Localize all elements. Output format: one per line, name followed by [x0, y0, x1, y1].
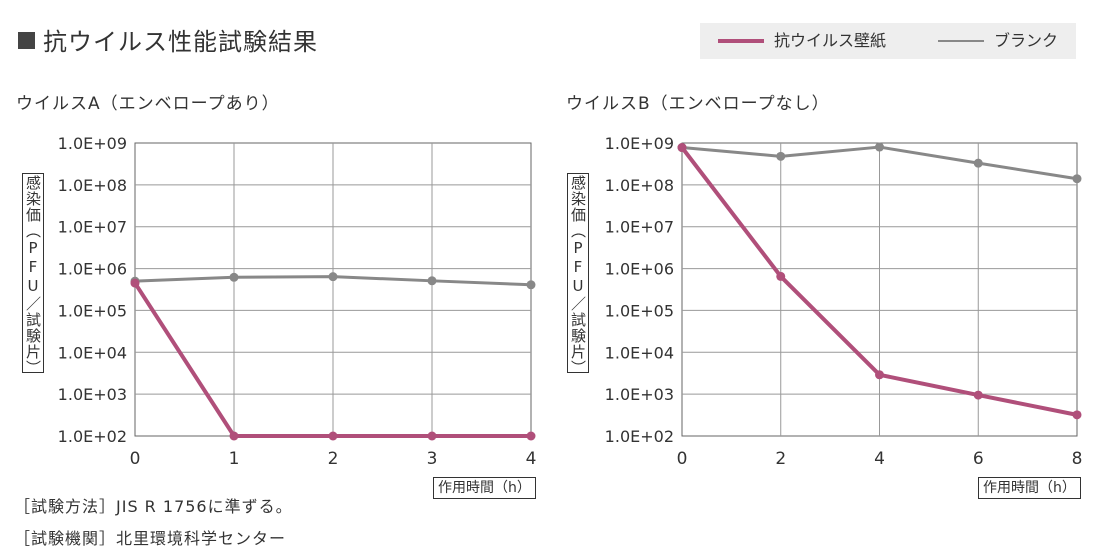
- chart-b-plot: 1.0E+09 1.0E+08 1.0E+07 1.0E+06 1.0E+05 1.0E+…: [605, 134, 1083, 469]
- chart-b-point-blank: [776, 151, 786, 161]
- chart-a-series-line-blank: [134, 275, 532, 287]
- page-title: 抗ウイルス性能試験結果: [18, 22, 318, 57]
- chart-b-frame: [681, 142, 1078, 437]
- chart-b-subtitle: ウイルスB（エンベロープなし）: [566, 94, 830, 114]
- chart-b-ytick-label: 1.0E+08: [605, 176, 674, 195]
- chart-a-ytick-label: 1.0E+02: [58, 427, 127, 446]
- chart-b-ytick-label: 1.0E+07: [605, 218, 674, 237]
- chart-a-ytick-label: 1.0E+03: [58, 385, 127, 404]
- square-bullet-icon: [18, 32, 35, 49]
- chart-b-ytick-label: 1.0E+04: [605, 343, 674, 362]
- chart-b-ytick-label: 1.0E+02: [605, 427, 674, 446]
- chart-b-point-wallpaper: [1072, 410, 1082, 420]
- chart-a-xlabel: 作用時間（h）: [433, 477, 536, 499]
- chart-a-xtick-label: 1: [229, 449, 240, 469]
- chart-b-point-blank: [677, 143, 687, 153]
- chart-b-series-line-wallpaper: [680, 146, 1078, 417]
- chart-a-series-line-wallpaper: [133, 282, 531, 438]
- chart-a-point-blank: [328, 272, 338, 282]
- legend-label-blank: ブランク: [994, 31, 1059, 50]
- chart-b-point-blank: [1072, 174, 1082, 184]
- chart-b-xlabel: 作用時間（h）: [978, 477, 1081, 499]
- chart-a-ytick-label: 1.0E+07: [58, 218, 127, 237]
- chart-b-xtick-label: 6: [973, 449, 984, 469]
- chart-b-xtick-label: 2: [775, 449, 786, 469]
- chart-b-ytick-label: 1.0E+03: [605, 385, 674, 404]
- chart-a-point-blank: [229, 272, 239, 282]
- chart-b-series-line-blank: [681, 145, 1078, 181]
- chart-a-xtick-label: 0: [130, 449, 141, 469]
- chart-b-point-wallpaper: [677, 143, 687, 153]
- note-method: ［試験方法］JIS R 1756に準ずる。: [14, 497, 293, 516]
- chart-b-point-blank: [973, 158, 983, 168]
- chart-a-xtick-label: 2: [328, 449, 339, 469]
- chart-b-point-wallpaper: [973, 390, 983, 400]
- chart-a-point-wallpaper: [526, 431, 536, 441]
- chart-a-ylabel: 感染価（PFU／試験片）: [22, 173, 44, 376]
- chart-b-ytick-label: 1.0E+09: [605, 134, 674, 153]
- legend-label-wallpaper: 抗ウイルス壁紙: [774, 31, 887, 50]
- chart-a-point-wallpaper: [229, 431, 239, 441]
- chart-a-plot: 1.0E+09 1.0E+08 1.0E+07 1.0E+06 1.0E+05 1.0E+…: [58, 134, 537, 469]
- legend-swatch-blank: [938, 40, 984, 42]
- chart-a-ytick-label: 1.0E+09: [58, 134, 127, 153]
- chart-a-point-wallpaper: [130, 278, 140, 288]
- legend: 抗ウイルス壁紙 ブランク: [700, 23, 1076, 59]
- chart-a-point-blank: [427, 276, 437, 286]
- chart-b-ytick-label: 1.0E+05: [605, 301, 674, 320]
- chart-a-point-wallpaper: [328, 431, 338, 441]
- note-institute: ［試験機関］北里環境科学センター: [14, 529, 287, 548]
- chart-b-point-blank: [875, 142, 884, 152]
- chart-a-ytick-label: 1.0E+05: [58, 301, 127, 320]
- chart-a-xtick-label: 4: [526, 449, 537, 469]
- chart-a-point-wallpaper: [427, 431, 437, 441]
- legend-swatch-wallpaper: [718, 39, 764, 43]
- chart-a-subtitle: ウイルスA（エンベロープあり）: [16, 94, 280, 114]
- chart-a-ytick-label: 1.0E+04: [58, 343, 127, 362]
- chart-a-frame: [134, 142, 532, 437]
- chart-a-ytick-label: 1.0E+06: [58, 260, 127, 279]
- chart-a-point-blank: [130, 276, 140, 286]
- chart-b-xtick-label: 8: [1072, 449, 1083, 469]
- chart-b-ytick-label: 1.0E+06: [605, 260, 674, 279]
- chart-b-xtick-label: 4: [874, 449, 885, 469]
- title-text: 抗ウイルス性能試験結果: [43, 28, 318, 56]
- chart-a-point-blank: [526, 280, 536, 290]
- chart-b-xtick-label: 0: [677, 449, 688, 469]
- chart-b-point-wallpaper: [875, 370, 884, 380]
- chart-b-ylabel: 感染価（PFU／試験片）: [567, 173, 589, 376]
- chart-b-point-wallpaper: [776, 271, 786, 281]
- chart-a-ytick-label: 1.0E+08: [58, 176, 127, 195]
- chart-a-xtick-label: 3: [427, 449, 438, 469]
